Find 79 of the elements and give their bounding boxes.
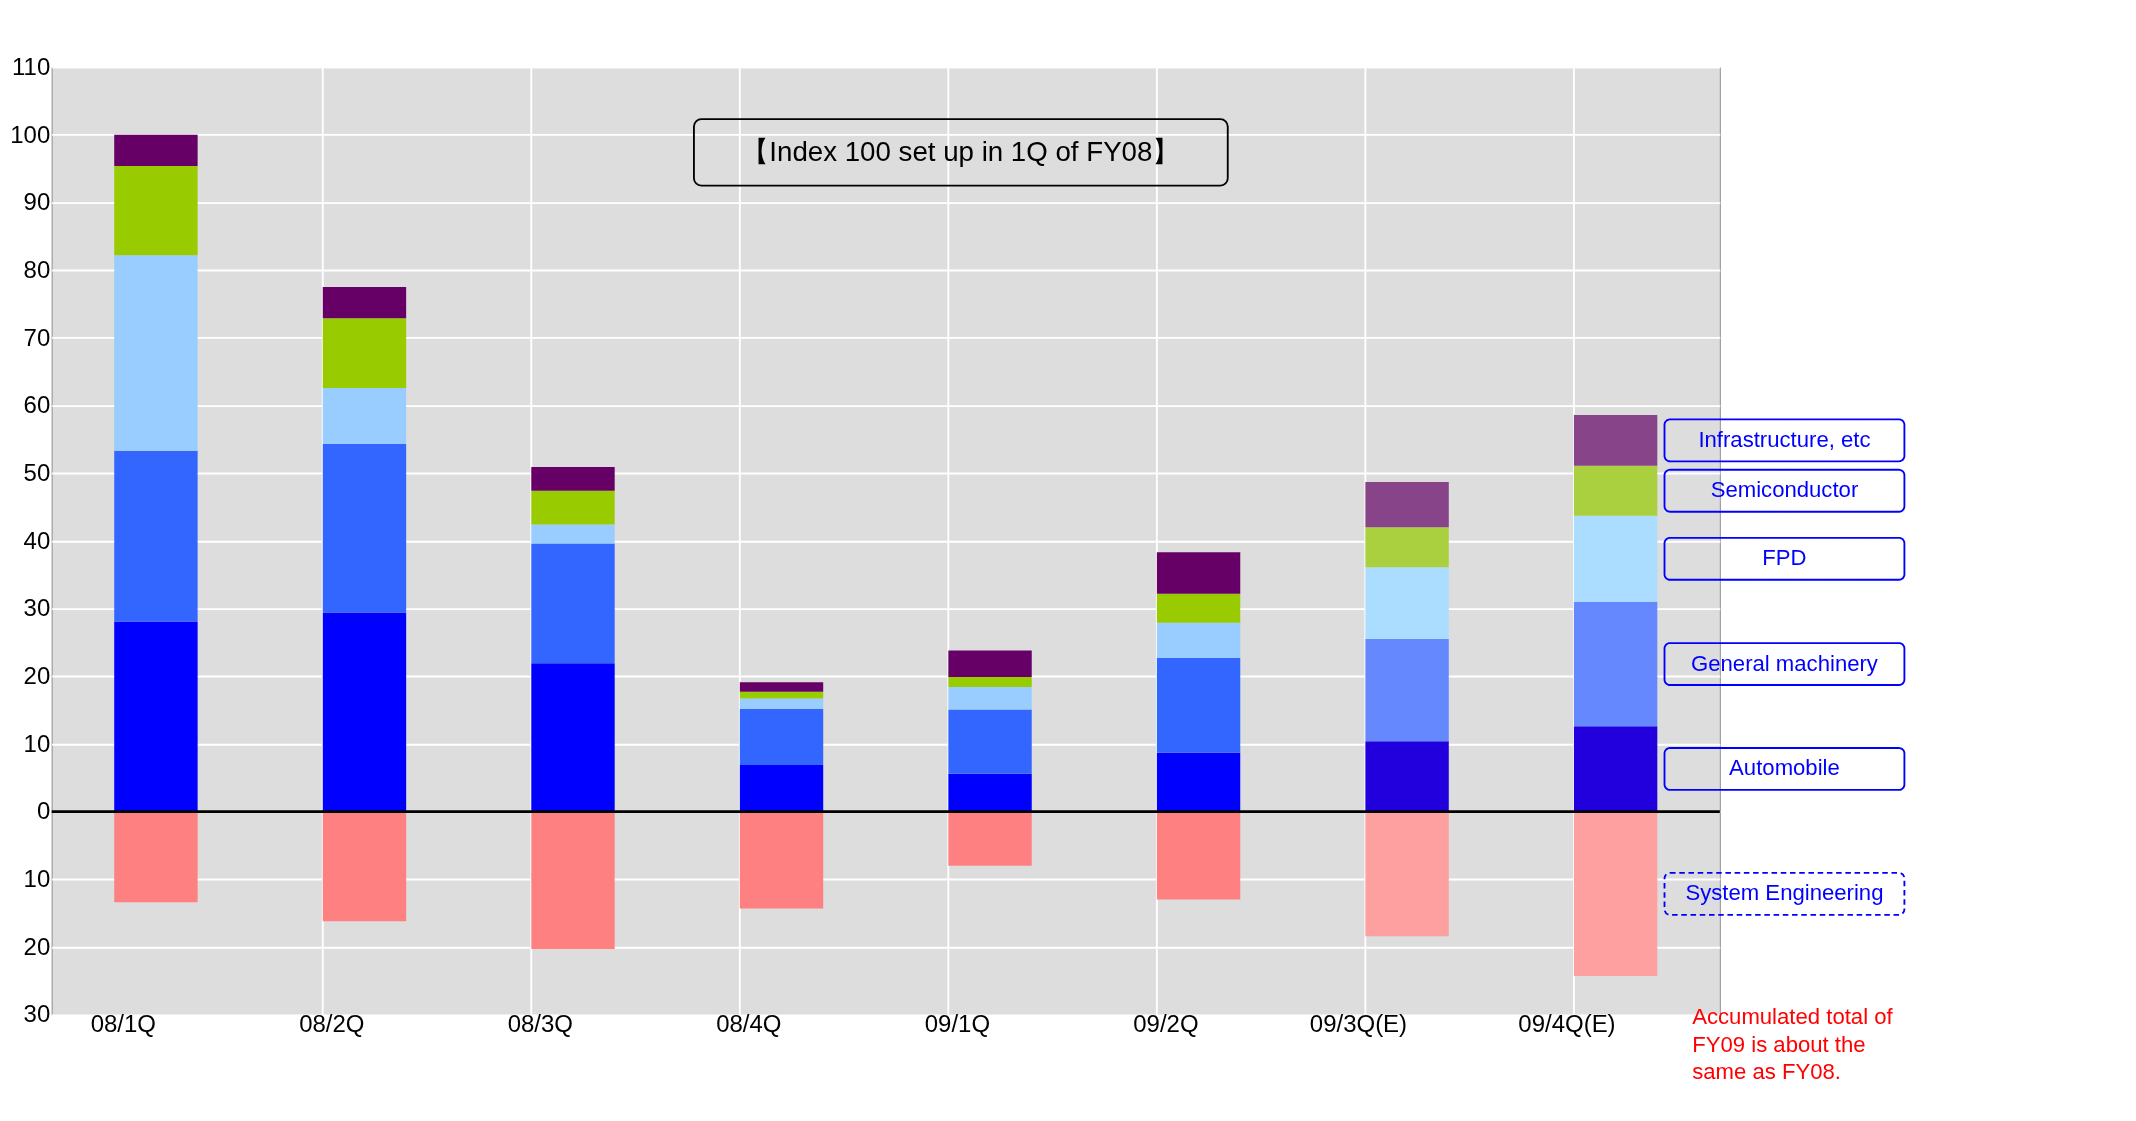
x-tick-label: 09/1Q (924, 1009, 991, 1037)
bar (531, 663, 615, 812)
y-tick-label: 50 (23, 459, 51, 487)
bar (114, 621, 198, 812)
x-tick-label: 09/2Q (1133, 1009, 1199, 1037)
x-tick-label: 09/3Q(E) (1309, 1009, 1408, 1037)
annotation: Accumulated total of FY09 is about the same as FY08. (1692, 1004, 1894, 1085)
bar (1156, 811, 1241, 900)
bar (948, 676, 1032, 688)
bar (948, 687, 1032, 710)
bar (1156, 622, 1241, 658)
bar (322, 318, 407, 388)
bar (322, 287, 407, 319)
bar (948, 650, 1032, 677)
bar (531, 467, 615, 491)
y-tick-label: 0 (36, 797, 51, 825)
bar (739, 698, 824, 709)
bar (948, 709, 1032, 774)
y-tick-label: 30 (23, 1000, 51, 1028)
bar (1156, 752, 1241, 812)
bar (531, 524, 615, 544)
y-tick-label: 80 (23, 255, 51, 283)
bar (739, 811, 824, 909)
x-tick-label: 08/2Q (299, 1009, 365, 1037)
x-tick-label: 09/4Q(E) (1518, 1009, 1616, 1037)
bar (1573, 726, 1658, 812)
bar (114, 134, 198, 166)
bar (1573, 601, 1658, 727)
bar (1573, 515, 1658, 602)
bar (1573, 414, 1658, 466)
y-tick-label: 20 (23, 932, 51, 960)
bar (1156, 593, 1241, 623)
y-tick-label: 30 (23, 594, 51, 622)
bar (114, 255, 198, 451)
bar (114, 811, 198, 903)
bar (1573, 465, 1658, 516)
bar (531, 811, 615, 949)
bar (322, 387, 407, 445)
bar (531, 543, 615, 664)
text: Semiconductor (1710, 477, 1859, 503)
bar (1156, 552, 1241, 594)
bar (948, 811, 1032, 866)
bar (531, 490, 615, 525)
bar (739, 708, 824, 765)
bar (322, 811, 407, 922)
bar (114, 165, 198, 256)
bar (1156, 657, 1241, 753)
bar (322, 444, 407, 613)
y-tick-label: 70 (23, 323, 51, 351)
y-tick-label: 10 (23, 729, 51, 757)
bar (739, 764, 824, 812)
bar (1365, 741, 1449, 812)
bar (739, 682, 824, 692)
bar (114, 450, 198, 622)
bar (1365, 527, 1449, 568)
y-tick-label: 100 (10, 120, 51, 148)
series-label: General machinery (1691, 650, 1879, 676)
series-label: System Engineering (1685, 880, 1884, 906)
text: FPD (1762, 545, 1807, 571)
y-tick-label: 20 (23, 662, 51, 690)
annotation: 【Index 100 set up in 1Q of FY08】 (741, 135, 1181, 167)
bar (1365, 567, 1449, 639)
y-tick-label: 40 (23, 526, 51, 554)
bar (1573, 811, 1658, 977)
bar (739, 691, 824, 699)
text: Automobile (1729, 755, 1840, 781)
bar (1365, 811, 1449, 937)
x-tick-label: 08/1Q (90, 1009, 156, 1037)
x-tick-label: 08/4Q (716, 1009, 782, 1037)
y-tick-label: 60 (23, 391, 51, 419)
series-label: Infrastructure, etc (1698, 426, 1871, 452)
y-tick-label: 90 (23, 188, 51, 216)
x-tick-label: 08/3Q (507, 1009, 573, 1037)
y-tick-label: 10 (23, 865, 51, 893)
bar (322, 612, 407, 812)
bar (948, 773, 1032, 812)
bar (1365, 639, 1449, 742)
y-tick-label: 110 (12, 52, 51, 80)
bar (1365, 481, 1449, 528)
